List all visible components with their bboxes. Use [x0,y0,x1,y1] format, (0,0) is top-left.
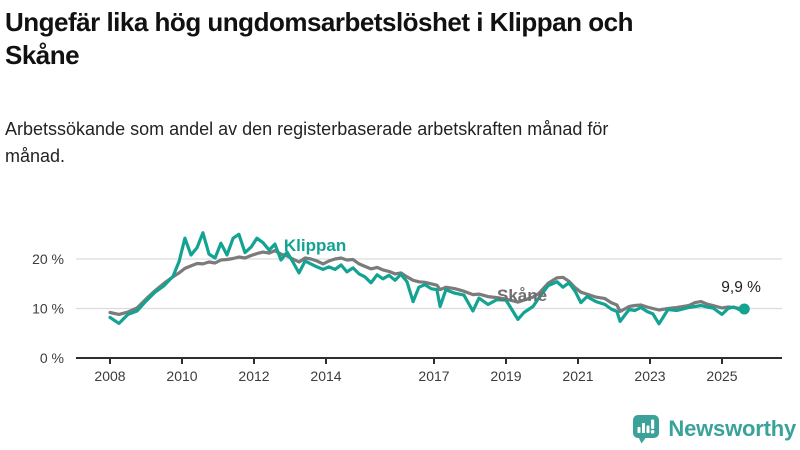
y-axis-label: 10 % [32,301,64,317]
y-axis-label: 20 % [32,251,64,267]
brand-logo: Newsworthy [631,413,796,444]
chart-subtitle: Arbetssökande som andel av den registerb… [5,119,609,167]
newsworthy-brand-label: Newsworthy [668,415,796,441]
series-line-skne [108,249,746,316]
x-axis-label: 2021 [562,368,593,384]
chart-title: Ungefär lika hög ungdomsarbetslöshet i K… [5,7,633,71]
x-axis-label: 2014 [310,368,341,384]
series-label-skne: Skåne [497,286,547,305]
x-axis-label: 2023 [634,368,665,384]
x-axis-label: 2008 [94,368,125,384]
x-axis-label: 2025 [706,368,737,384]
chart-header: Ungefär lika hög ungdomsarbetslöshet i K… [5,6,795,170]
x-axis-label: 2017 [418,368,449,384]
x-axis-label: 2010 [166,368,197,384]
x-axis-label: 2012 [238,368,269,384]
x-axis-label: 2019 [490,368,521,384]
end-point-dot [738,303,750,315]
end-value-label: 9,9 % [721,279,761,296]
series-label-klippan: Klippan [284,236,346,255]
series-line-klippan [108,231,746,326]
y-axis-label: 0 % [40,350,64,366]
newsworthy-logo-icon [633,415,660,444]
